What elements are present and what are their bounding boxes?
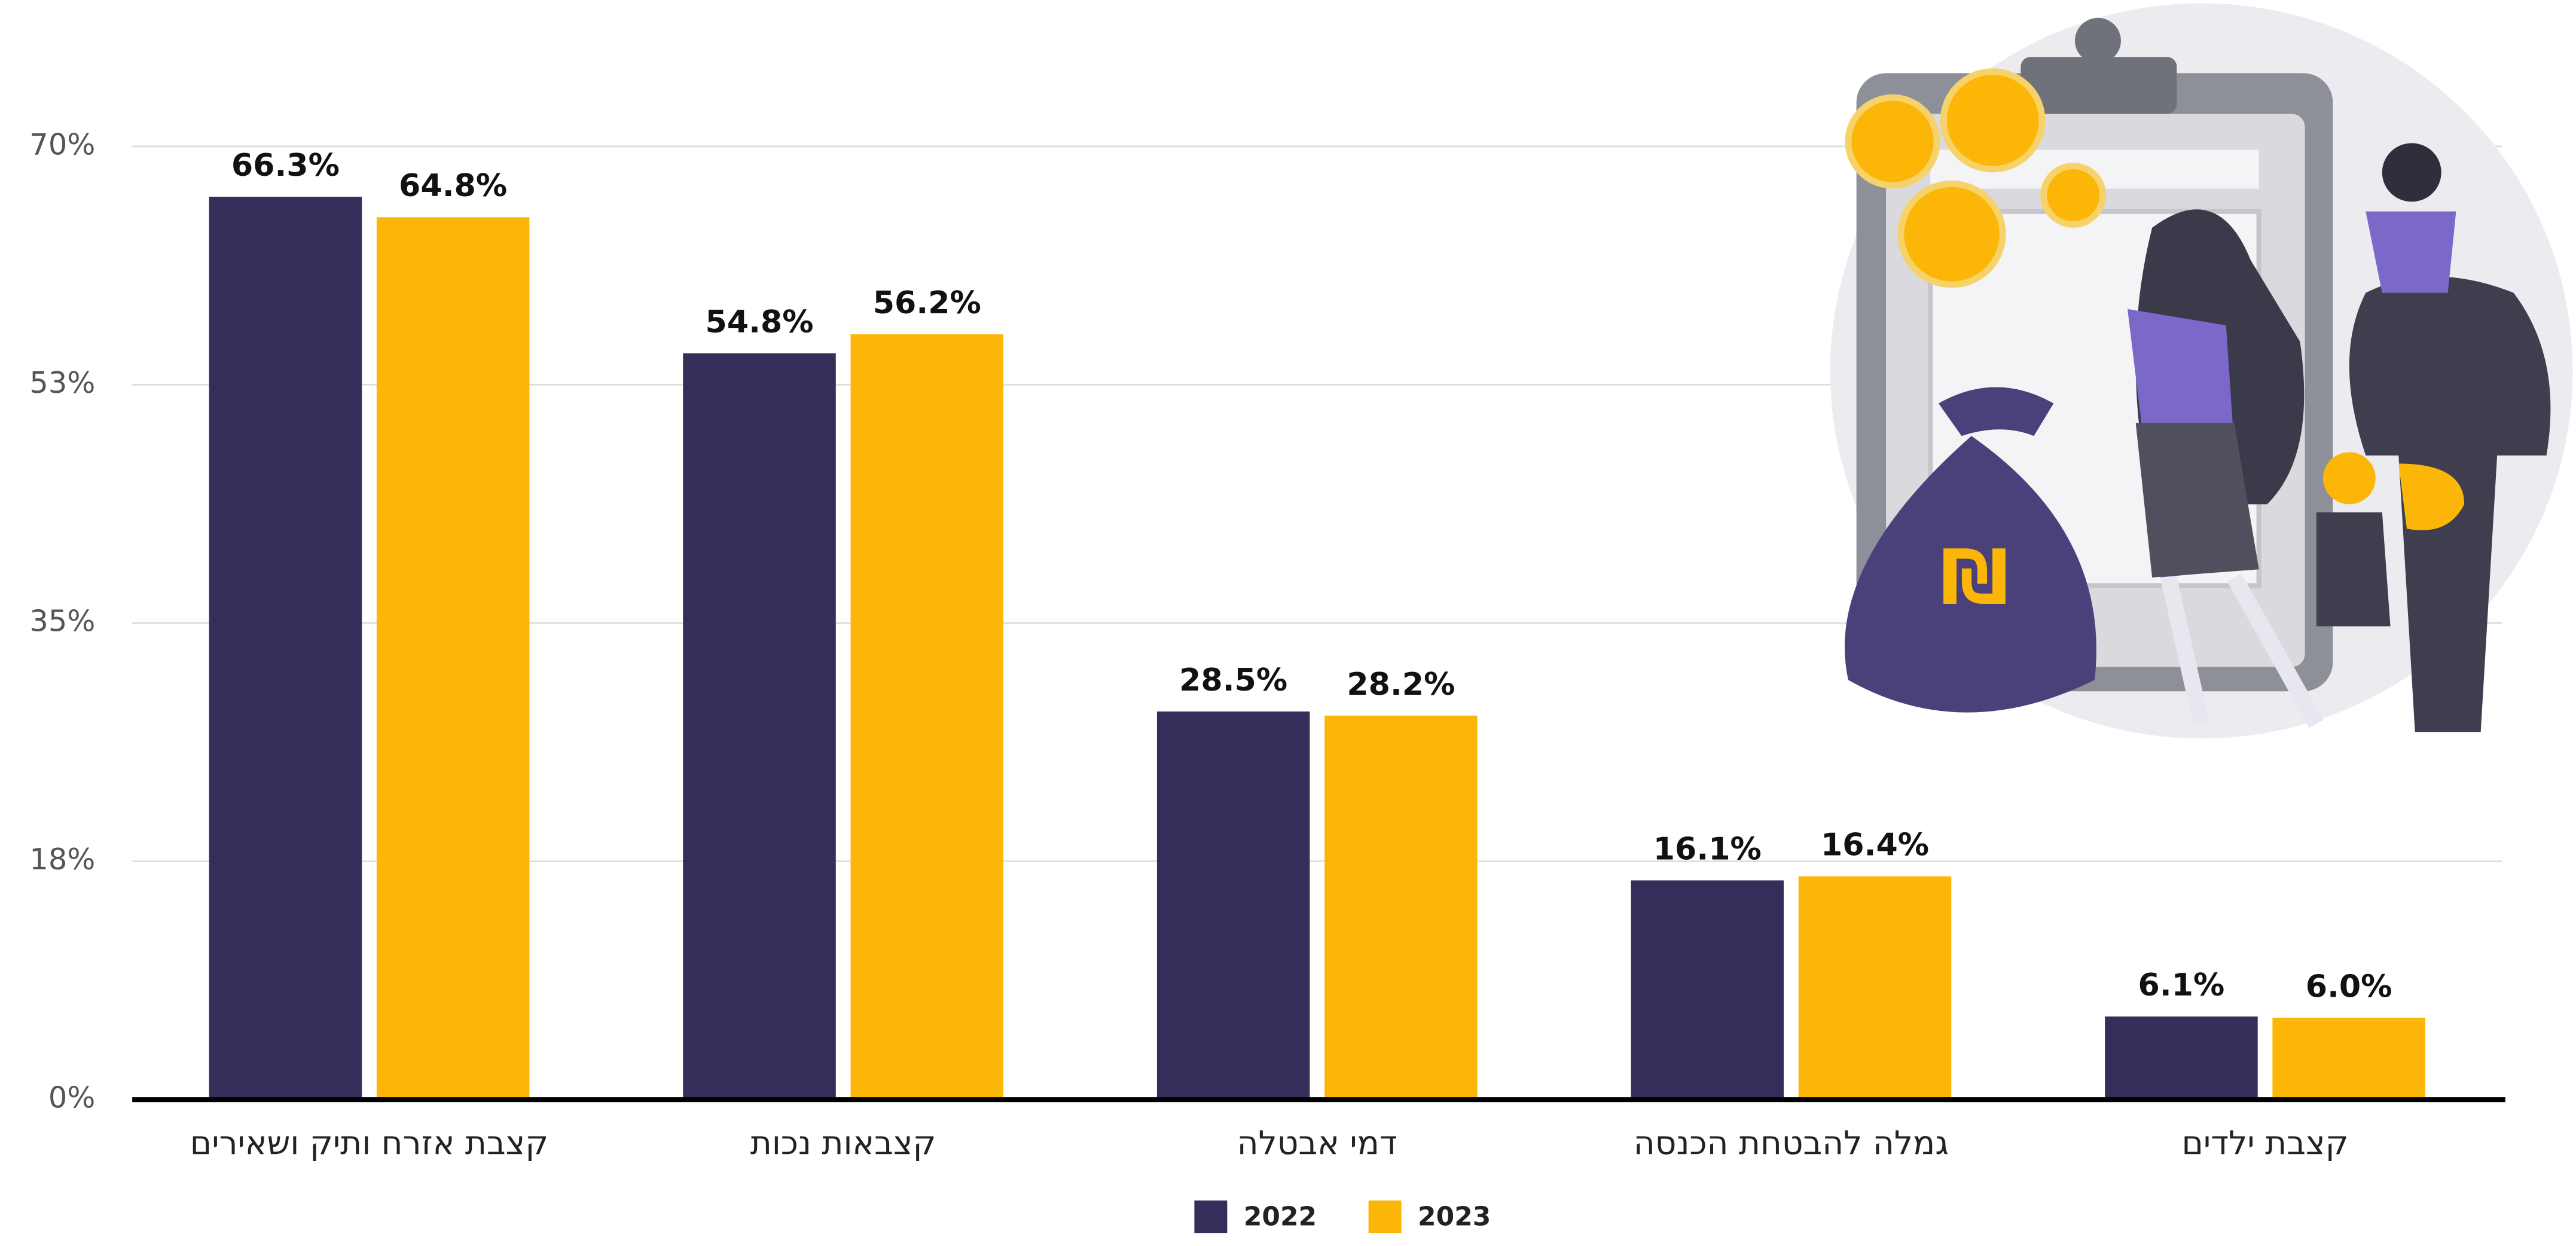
legend-label: 2023 [1418, 1202, 1491, 1232]
value-label: 28.5% [1179, 662, 1287, 698]
value-label: 16.4% [1821, 827, 1929, 863]
page: {"chart_data": {"type": "bar", "categori… [0, 0, 2576, 1246]
x-tick-label: קצבת ילדים [2181, 1124, 2348, 1162]
chart: ₪ 0% 18% 35% 53% 70% קצבת אזרח ותיק ושאירים 66… [0, 0, 2576, 1246]
value-label: 56.2% [873, 285, 981, 321]
y-tick-label: 70% [29, 127, 95, 162]
bar [1631, 880, 1784, 1100]
y-tick-label: 18% [29, 842, 95, 877]
value-label: 6.1% [2138, 967, 2225, 1003]
value-label: 54.8% [705, 304, 813, 340]
bar [1157, 711, 1310, 1100]
bar [2105, 1016, 2258, 1100]
bar [377, 217, 530, 1100]
bar [683, 353, 836, 1100]
value-label: 66.3% [231, 148, 340, 184]
x-tick-label: דמי אבטלה [1237, 1124, 1397, 1162]
value-label: 16.1% [1653, 832, 1762, 868]
value-label: 64.8% [399, 168, 507, 204]
x-tick-label: קצבאות נכות [750, 1124, 936, 1162]
y-tick-label: 53% [29, 365, 95, 400]
illustration: ₪ [1830, 3, 2573, 738]
x-tick-label: קצבת אזרח ותיק ושאירים [190, 1124, 548, 1162]
value-label: 6.0% [2306, 969, 2392, 1005]
legend-label: 2022 [1244, 1202, 1317, 1232]
legend-swatch [1194, 1201, 1227, 1233]
legend-swatch [1369, 1201, 1402, 1233]
bar [850, 334, 1003, 1100]
svg-text:₪: ₪ [1940, 533, 2009, 621]
bar [1799, 877, 1952, 1100]
value-label: 28.2% [1347, 667, 1455, 703]
bar [1324, 716, 1478, 1100]
y-tick-label: 35% [29, 604, 95, 639]
bar [2272, 1018, 2425, 1100]
x-tick-label: גמלה להבטחת הכנסה [1634, 1124, 1949, 1162]
bar [209, 197, 362, 1100]
y-tick-label: 0% [48, 1080, 95, 1115]
